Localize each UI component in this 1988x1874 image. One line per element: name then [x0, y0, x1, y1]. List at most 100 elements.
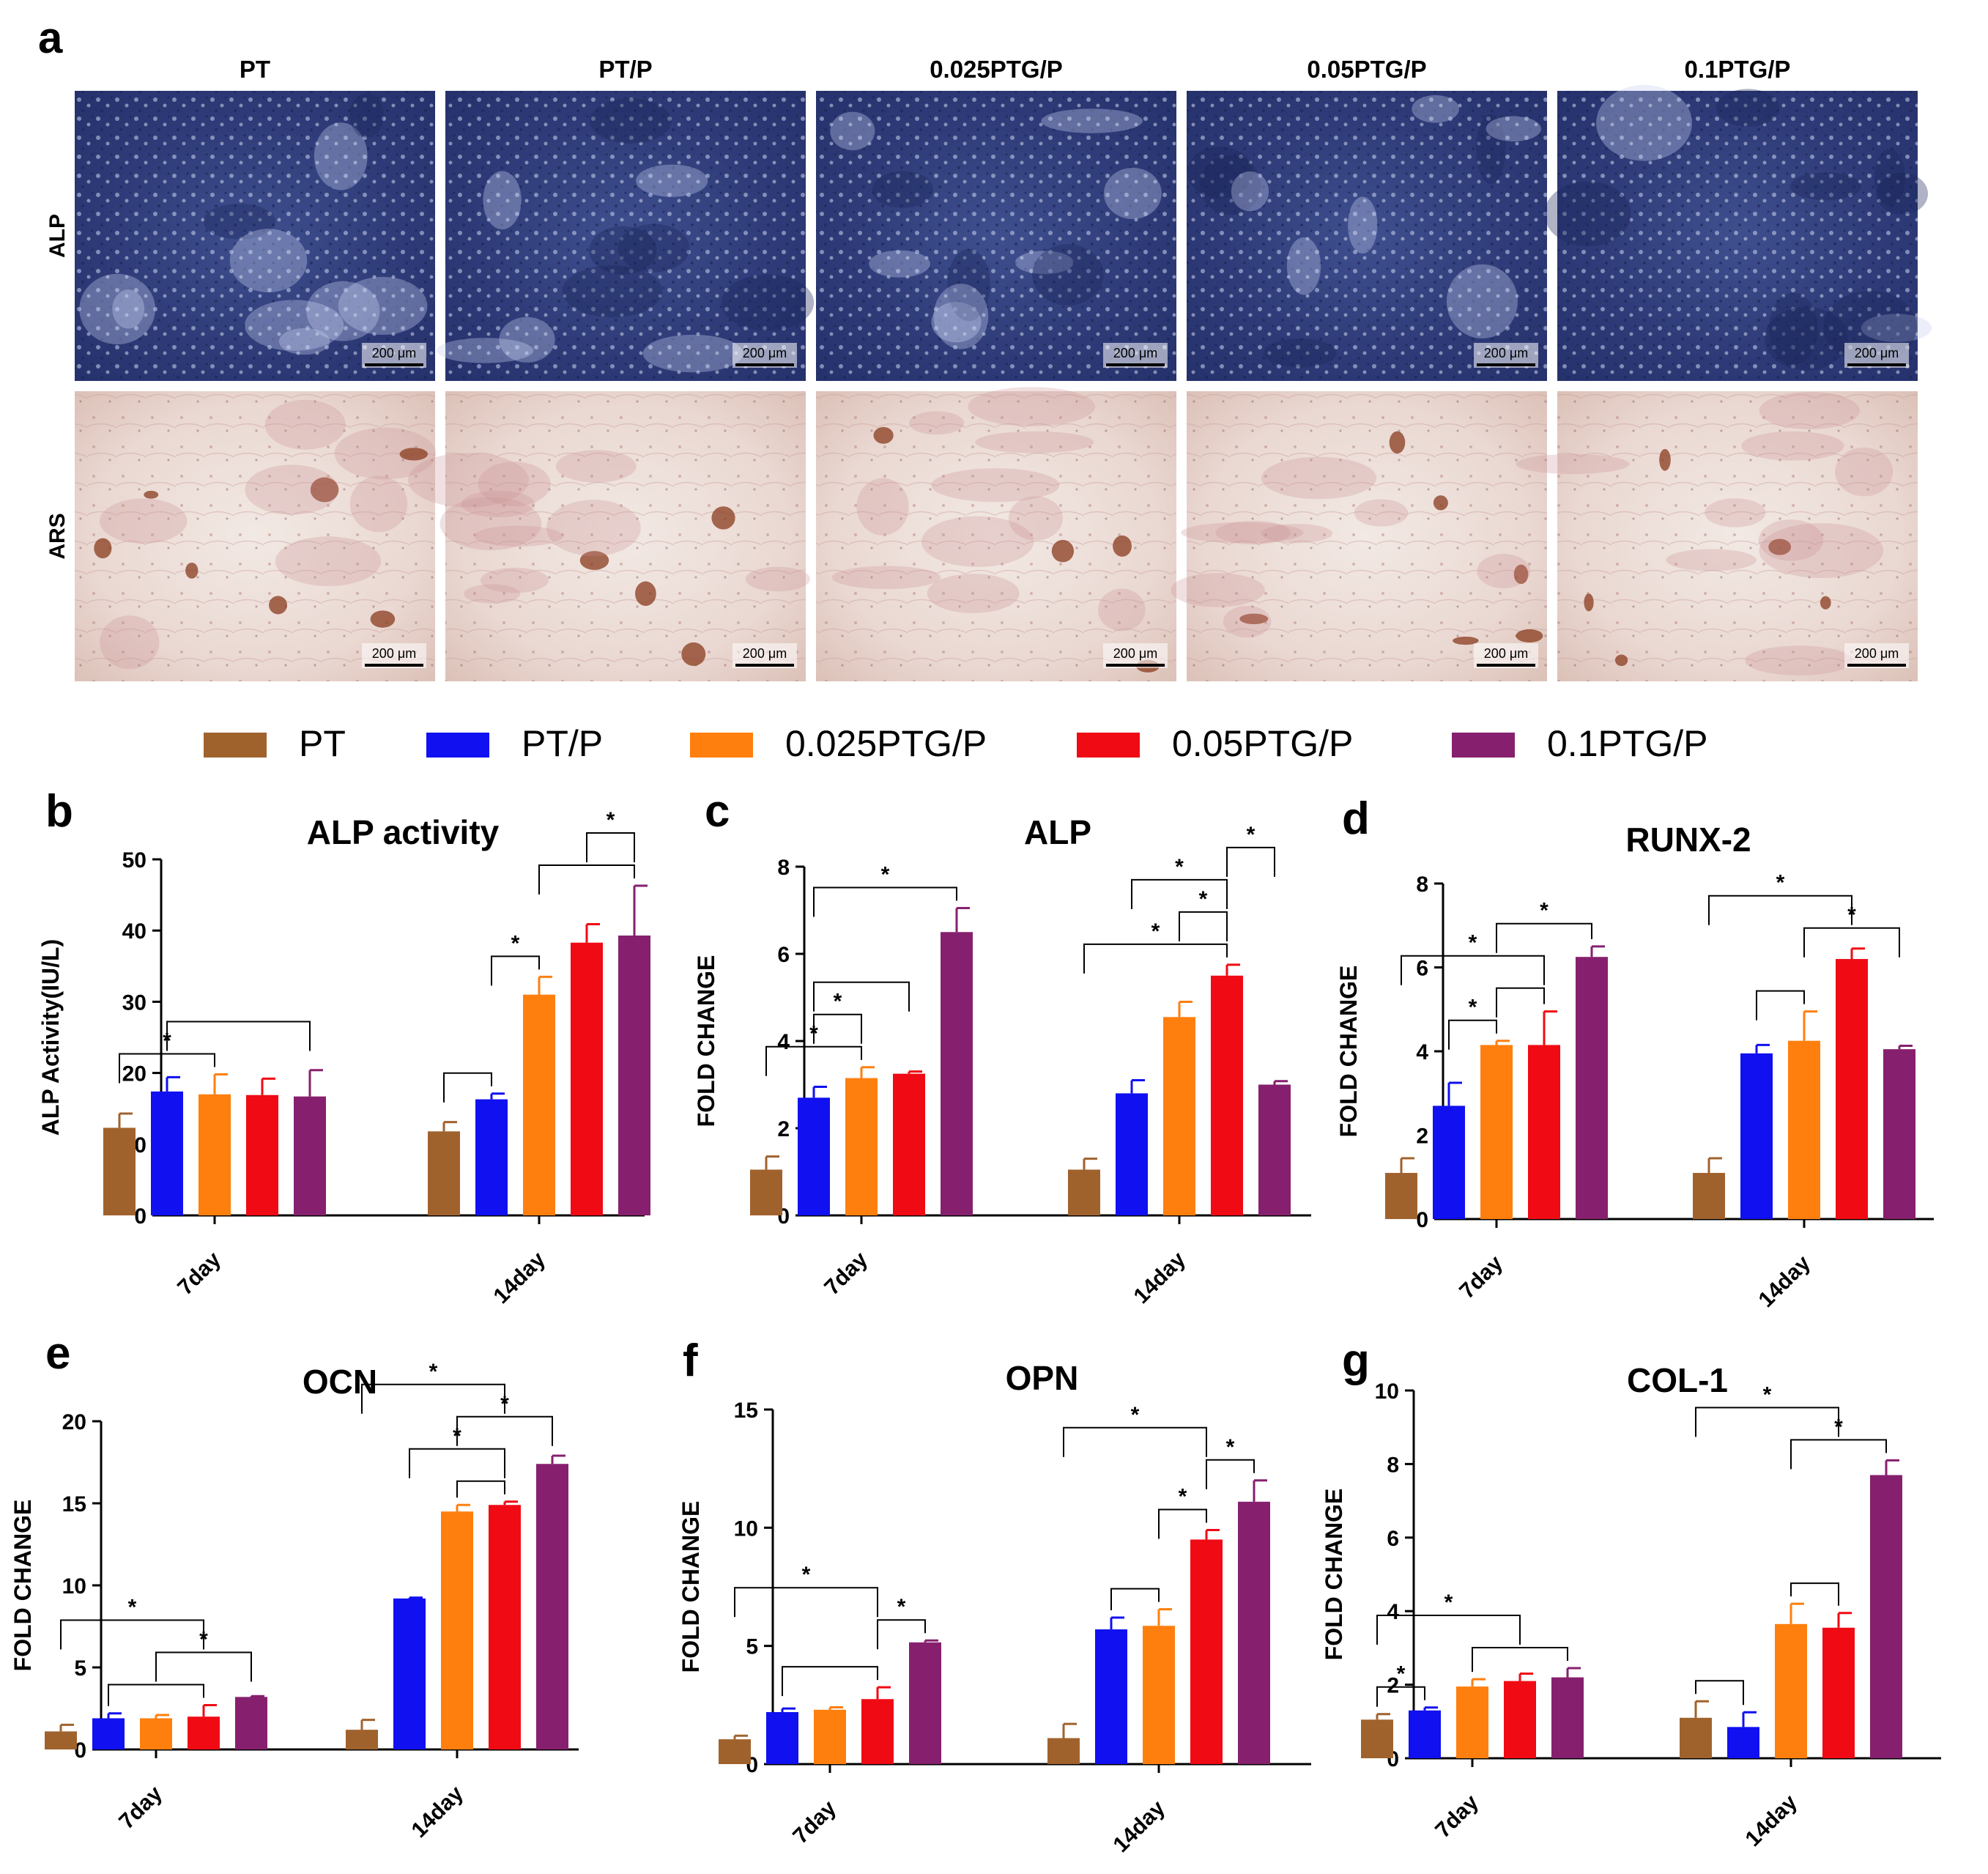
significance-star: *: [128, 1596, 137, 1620]
bar-0-025ptg-p: [441, 1511, 473, 1749]
legend-label: PT: [299, 723, 346, 764]
stain-region: [933, 284, 989, 349]
image-texture: [1557, 91, 1918, 381]
y-tick-label: 10: [62, 1574, 86, 1599]
mineral-nodule: [1239, 613, 1269, 625]
stain-region: [203, 204, 276, 240]
micrograph-grid: PT PT/P 0.025PTG/P 0.05PTG/P 0.1PTG/P ALP ARS 2…: [45, 56, 1932, 681]
chart-title: OPN: [1006, 1359, 1079, 1397]
bar-0-025ptg-p: [1775, 1623, 1807, 1758]
bar-0-1ptg-p: [1870, 1475, 1902, 1758]
mineral-nodule: [461, 490, 535, 518]
stain-region: [1231, 171, 1269, 212]
bar-pt-p: [798, 1097, 830, 1215]
y-tick-label: 20: [62, 1410, 86, 1434]
panel-letter-d: d: [1342, 793, 1370, 844]
significance-star: *: [1179, 1485, 1187, 1509]
bar-0-05ptg-p: [246, 1095, 278, 1215]
scale-bar-label: 200 μm: [1113, 646, 1157, 661]
significance-bracket: [586, 832, 635, 862]
bar-0-025ptg-p: [523, 994, 555, 1215]
legend-label: PT/P: [522, 723, 603, 764]
significance-bracket: [1226, 846, 1275, 877]
bar-0-025ptg-p: [845, 1078, 878, 1215]
stain-region: [499, 316, 555, 363]
image-texture: [816, 91, 1176, 381]
chart-title: ALP: [1024, 813, 1091, 851]
mineral-nodule: [264, 399, 346, 450]
bar-pt: [45, 1731, 77, 1749]
alp-stain-image: 200 μm: [816, 91, 1176, 381]
stain-region: [1596, 84, 1693, 161]
significance-bracket: [1206, 1459, 1255, 1489]
stain-region: [947, 248, 990, 322]
bar-0-025ptg-p: [1480, 1045, 1513, 1219]
mineral-nodule: [1659, 448, 1671, 471]
significance-bracket: [1708, 895, 1852, 925]
legend-swatch: [1077, 733, 1140, 758]
y-tick-label: 5: [746, 1635, 758, 1659]
significance-bracket: [1131, 878, 1228, 909]
bar-0-025ptg-p: [814, 1709, 846, 1764]
mineral-nodule: [1666, 549, 1757, 571]
stain-region: [617, 223, 690, 273]
y-tick-label: 10: [734, 1516, 758, 1541]
stain-region: [872, 171, 934, 208]
bar-0-05ptg-p: [1211, 975, 1243, 1215]
significance-star: *: [1199, 887, 1208, 911]
y-tick-label: 8: [1416, 873, 1428, 897]
bar-pt-p: [1433, 1105, 1465, 1219]
stain-region: [1446, 264, 1518, 338]
stain-region: [338, 276, 428, 335]
bar-0-05ptg-p: [1822, 1627, 1855, 1758]
mineral-nodule: [927, 574, 1020, 613]
mineral-nodule: [275, 536, 382, 587]
significance-star: *: [1444, 1590, 1453, 1615]
legend-label: 0.05PTG/P: [1172, 723, 1353, 764]
significance-bracket: [813, 886, 957, 917]
mineral-nodule: [1453, 637, 1479, 645]
x-tick-label: 7day: [820, 1247, 872, 1300]
bar-0-05ptg-p: [1836, 959, 1868, 1219]
mineral-nodule: [681, 642, 706, 666]
y-tick-label: 6: [1387, 1527, 1399, 1551]
scale-bar-label: 200 μm: [372, 346, 416, 360]
mineral-nodule: [100, 615, 160, 670]
stain-region: [1789, 172, 1861, 201]
mineral-nodule: [909, 411, 965, 435]
stain-region: [1041, 108, 1143, 133]
stain-region: [1286, 237, 1321, 295]
bar-pt: [103, 1127, 136, 1215]
significance-star: *: [1175, 855, 1184, 879]
significance-bracket: [361, 1383, 505, 1414]
bar-0-05ptg-p: [893, 1073, 925, 1215]
alp-stain-image: 200 μm: [75, 91, 435, 381]
bar-pt: [1068, 1169, 1100, 1215]
bar-0-05ptg-p: [188, 1716, 220, 1749]
y-tick-label: 2: [1387, 1674, 1399, 1698]
bar-0-025ptg-p: [199, 1094, 231, 1215]
image-texture: [1187, 391, 1547, 681]
panel-letter-a: a: [38, 13, 63, 62]
significance-star: *: [834, 990, 842, 1014]
x-tick-label: 7day: [173, 1247, 226, 1300]
mineral-nodule: [370, 610, 396, 628]
stain-region: [278, 327, 330, 355]
stain-region: [1015, 251, 1074, 275]
mineral-nodule: [975, 431, 1094, 453]
x-tick-label: 7day: [1431, 1790, 1483, 1842]
y-tick-label: 0: [74, 1738, 86, 1763]
bar-pt-p: [766, 1712, 798, 1764]
column-label: 0.1PTG/P: [1685, 56, 1791, 83]
stain-region: [1768, 292, 1818, 366]
bar-0-1ptg-p: [1258, 1084, 1291, 1215]
bar-pt: [1361, 1719, 1393, 1758]
mineral-nodule: [310, 477, 339, 503]
alp-stain-image: 200 μm: [1544, 84, 1932, 381]
stain-region: [869, 250, 930, 278]
mineral-nodule: [579, 551, 609, 570]
